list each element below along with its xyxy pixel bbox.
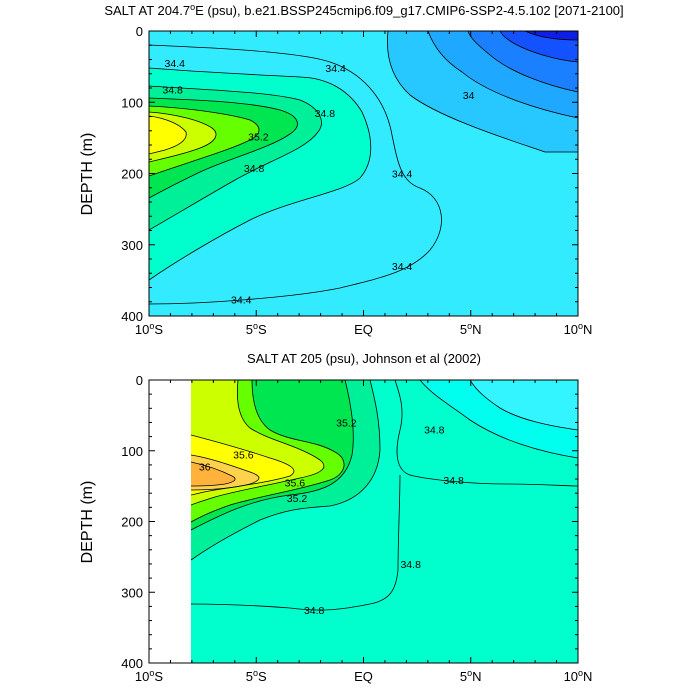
top-y-axis: 0 100 200 300 400: [121, 24, 578, 324]
top-contour-labels: 34.4 34.4 34 34.8 34.8 35.2 34.8 34.4 34.4 34.4: [162, 58, 475, 307]
y-tick-label: 300: [121, 585, 143, 600]
fill-band-34.4-34.6: [470, 380, 578, 430]
y-tick-label: 200: [121, 515, 143, 530]
bottom-chart-title: SALT AT 205 (psu), Johnson et al (2002): [247, 351, 481, 366]
top-panel: SALT AT 204.7oE (psu), b.e21.BSSP245cmip…: [79, 2, 624, 337]
contour-label: 34.8: [304, 605, 325, 617]
contour-label: 34.4: [392, 169, 413, 181]
contour-label: 34.4: [392, 261, 413, 273]
bottom-contour-lines: [191, 380, 578, 611]
y-tick-label: 100: [121, 95, 143, 110]
fill-band-above-35.8: [149, 116, 187, 154]
x-tick-label: 10oN: [564, 668, 593, 684]
bottom-x-axis: 10oS 5oS EQ 5oN 10oN: [135, 380, 593, 684]
y-tick-label: 400: [121, 309, 143, 324]
contour-label: 35.2: [287, 493, 308, 505]
top-x-axis: 10oS 5oS EQ 5oN 10oN: [135, 31, 593, 337]
contour-label: 34.8: [244, 163, 265, 175]
y-tick-label: 100: [121, 444, 143, 459]
fill-band-below-32.8: [525, 31, 578, 40]
contour-label: 34.4: [165, 58, 186, 70]
contour-label: 34: [463, 90, 475, 102]
bottom-contour-labels: 35.2 34.8 35.6 36 34.8 35.6 35.2 34.8 34.8: [199, 417, 464, 617]
contour-label: 36: [199, 461, 211, 473]
x-tick-label: 10oS: [135, 321, 163, 337]
bottom-salinity-field: [191, 380, 578, 663]
bottom-panel: SALT AT 205 (psu), Johnson et al (2002): [79, 351, 592, 684]
top-contour-lines: [149, 31, 578, 305]
x-tick-label: 5oN: [460, 321, 482, 337]
top-salinity-field: [149, 31, 578, 316]
x-tick-label: 10oN: [564, 321, 593, 337]
y-tick-label: 300: [121, 238, 143, 253]
contour-label: 34.8: [315, 108, 336, 120]
contour-label: 34.8: [400, 559, 421, 571]
contour-label: 34.8: [443, 475, 464, 487]
y-tick-label: 200: [121, 167, 143, 182]
contour-label: 34.8: [424, 425, 445, 437]
contour-label: 35.6: [285, 478, 306, 490]
x-tick-label: 10oS: [135, 668, 163, 684]
y-tick-label: 0: [136, 24, 143, 39]
y-tick-label: 400: [121, 656, 143, 671]
contour-label: 34.4: [231, 295, 252, 307]
bottom-y-axis: 0 100 200 300 400: [121, 373, 578, 671]
contour-label: 35.2: [336, 417, 357, 429]
fill-band-above-36.2: [191, 462, 236, 486]
x-tick-label: EQ: [354, 669, 373, 684]
x-tick-label: 5oN: [460, 668, 482, 684]
contour-label: 34.4: [325, 63, 346, 75]
top-chart-title: SALT AT 204.7oE (psu), b.e21.BSSP245cmip…: [104, 2, 623, 18]
contour-label: 35.2: [248, 131, 269, 143]
top-y-axis-label: DEPTH (m): [79, 133, 96, 216]
contour-label: 34.8: [162, 84, 183, 96]
x-tick-label: EQ: [354, 322, 373, 337]
x-tick-label: 5oS: [246, 668, 267, 684]
bottom-y-axis-label: DEPTH (m): [79, 481, 96, 564]
contour-label: 35.6: [233, 449, 254, 461]
y-tick-label: 0: [136, 373, 143, 388]
x-tick-label: 5oS: [246, 321, 267, 337]
